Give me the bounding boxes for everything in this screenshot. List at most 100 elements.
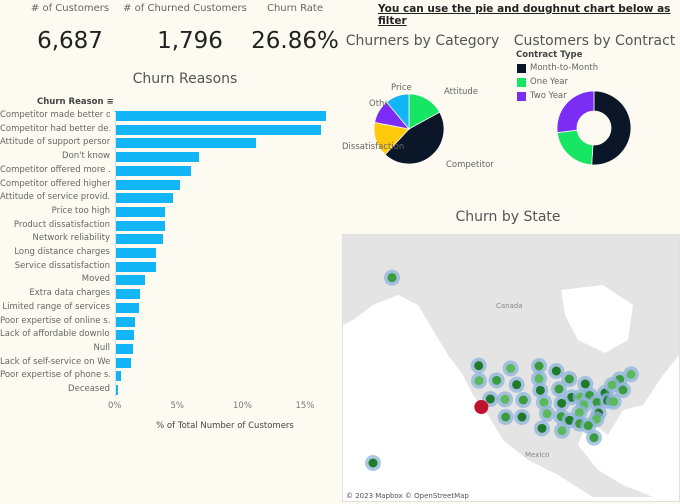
state-marker[interactable]	[500, 394, 510, 404]
legend-title: Contract Type	[516, 50, 583, 60]
bar[interactable]	[115, 111, 327, 121]
bar[interactable]	[115, 357, 132, 368]
state-marker[interactable]	[589, 433, 599, 443]
bar-label: Poor expertise of online s..	[0, 315, 110, 326]
pie-title: Churners by Category	[345, 33, 500, 49]
slice-label: Dissatisfaction	[342, 142, 404, 152]
legend-label: Two Year	[530, 91, 567, 101]
state-marker[interactable]	[534, 374, 544, 384]
bar[interactable]	[115, 206, 165, 217]
bar-label: Network reliability	[32, 233, 110, 244]
state-marker[interactable]	[618, 385, 628, 395]
bar[interactable]	[115, 302, 139, 313]
bar-label: Limited range of services	[2, 301, 110, 312]
slice-two-year[interactable]	[556, 90, 595, 134]
map-attribution: © 2023 Mapbox © OpenStreetMap	[346, 492, 469, 500]
bar[interactable]	[115, 165, 192, 176]
state-marker[interactable]	[485, 394, 495, 404]
bar-label: Competitor had better de..	[0, 123, 110, 134]
map-title: Churn by State	[455, 209, 561, 225]
state-marker[interactable]	[506, 363, 516, 373]
state-marker[interactable]	[535, 385, 545, 395]
state-marker[interactable]	[517, 412, 527, 422]
slice-one-year[interactable]	[556, 129, 594, 166]
state-marker[interactable]	[492, 375, 502, 385]
bar[interactable]	[115, 248, 157, 258]
state-marker[interactable]	[580, 379, 590, 389]
kpi-customers-value: 6,687	[37, 28, 103, 54]
sort-icon[interactable]: ≡	[106, 97, 114, 107]
state-marker[interactable]	[551, 366, 561, 376]
bar[interactable]	[115, 152, 199, 163]
state-marker[interactable]	[474, 376, 484, 386]
bar[interactable]	[115, 289, 140, 300]
bar-label: Attitude of support person	[0, 137, 110, 148]
legend-swatch	[517, 91, 526, 101]
slice-label: Other	[369, 99, 394, 109]
x-tick: 15%	[295, 401, 315, 411]
bar[interactable]	[115, 275, 145, 286]
filter-note: You can use the pie and doughnut chart b…	[378, 3, 671, 27]
slice-price[interactable]	[386, 93, 410, 131]
state-marker[interactable]	[557, 426, 567, 436]
canada-label: Canada	[496, 302, 523, 310]
x-tick: 10%	[233, 401, 252, 411]
bar[interactable]	[115, 330, 134, 341]
bar-label: Price too high	[51, 205, 110, 216]
bar[interactable]	[115, 343, 133, 354]
bar[interactable]	[115, 220, 165, 231]
state-marker[interactable]	[609, 397, 619, 407]
bar-label: Attitude of service provid..	[0, 192, 110, 203]
legend-item[interactable]: One Year	[517, 75, 598, 89]
state-marker[interactable]	[539, 397, 549, 407]
bar-label: Poor expertise of phone s..	[0, 370, 110, 381]
x-tick: 0%	[108, 401, 122, 411]
legend-swatch	[517, 63, 526, 73]
bar[interactable]	[115, 316, 135, 327]
state-marker[interactable]	[518, 395, 528, 405]
bar[interactable]	[115, 179, 180, 190]
state-marker[interactable]	[607, 380, 617, 390]
churners-by-category-pie[interactable]: Attitude Competitor Dissatisfaction Other Pr…	[340, 70, 510, 180]
state-marker[interactable]	[557, 398, 567, 408]
bar-x-axis-label: % of Total Number of Customers	[156, 421, 294, 431]
bar-label: Don't know	[62, 151, 110, 162]
state-marker[interactable]	[542, 409, 552, 419]
bar[interactable]	[115, 371, 122, 382]
customers-by-contract-donut[interactable]	[550, 85, 640, 175]
state-marker[interactable]	[592, 397, 602, 407]
slice-competitor[interactable]	[384, 111, 445, 165]
state-marker[interactable]	[501, 412, 511, 422]
state-marker-highlight[interactable]	[474, 400, 489, 414]
state-marker[interactable]	[387, 273, 397, 283]
legend-item[interactable]: Month-to-Month	[517, 61, 598, 75]
state-marker[interactable]	[537, 423, 547, 433]
bar[interactable]	[115, 124, 322, 135]
kpi-churn-rate-value: 26.86%	[251, 28, 339, 54]
state-marker[interactable]	[574, 408, 584, 418]
bar-label: Null	[93, 342, 110, 353]
bar[interactable]	[115, 193, 173, 204]
legend-item[interactable]: Two Year	[517, 89, 598, 103]
state-marker[interactable]	[564, 374, 574, 384]
bar-label: Extra data charges	[29, 288, 110, 299]
kpi-churned-label: # of Churned Customers	[123, 3, 247, 14]
churn-reason-header-label: Churn Reason	[37, 97, 104, 107]
bar[interactable]	[115, 234, 163, 245]
churn-reason-header[interactable]: Churn Reason ≡	[37, 97, 114, 107]
bar-label: Deceased	[68, 384, 110, 394]
state-marker[interactable]	[554, 384, 564, 394]
bar[interactable]	[115, 138, 257, 149]
bar[interactable]	[115, 385, 118, 395]
bar[interactable]	[115, 261, 157, 272]
churn-by-state-map[interactable]: Canada Mexico © 2023 Mapbox © OpenStreetMa…	[342, 234, 680, 502]
slice-month-to-month[interactable]	[591, 90, 632, 166]
legend-label: One Year	[530, 77, 569, 87]
state-marker[interactable]	[368, 458, 378, 468]
bar-label: Long distance charges	[14, 247, 110, 257]
state-marker[interactable]	[626, 369, 636, 379]
state-marker[interactable]	[474, 361, 484, 371]
state-marker[interactable]	[534, 361, 544, 371]
state-marker[interactable]	[583, 421, 593, 431]
state-marker[interactable]	[512, 380, 522, 390]
